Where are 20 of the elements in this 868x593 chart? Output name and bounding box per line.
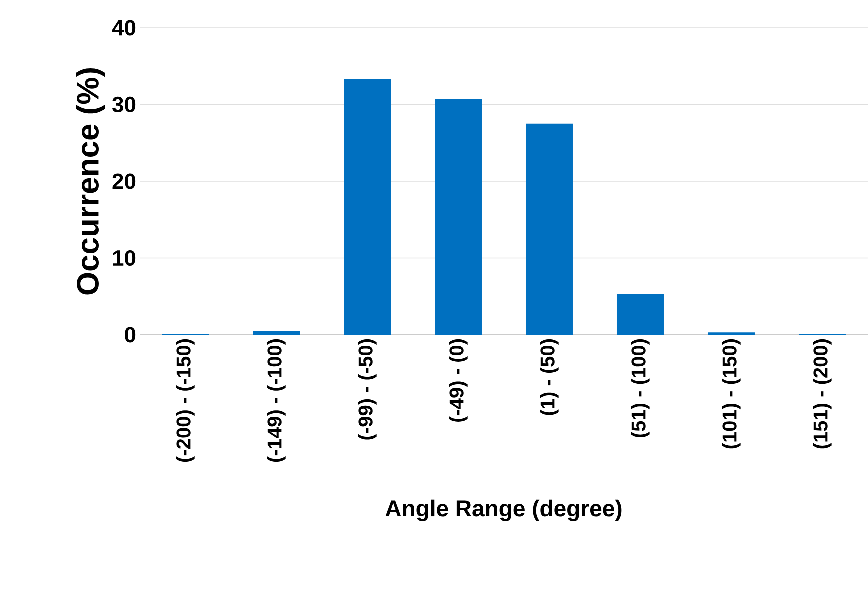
y-tick-label: 20 <box>112 174 136 190</box>
bar <box>435 99 482 335</box>
x-tick-label: (-149) - (-100) <box>267 340 286 462</box>
x-axis-title: Angle Range (degree) <box>386 500 622 522</box>
y-tick-label: 30 <box>112 96 136 113</box>
bar <box>253 331 300 335</box>
x-tick-label: (101) - (150) <box>722 340 741 449</box>
x-tick-label: (1) - (50) <box>540 340 559 416</box>
bar <box>616 294 664 335</box>
x-tick-label: (-99) - (-50) <box>358 340 377 440</box>
x-tick-label: (51) - (100) <box>631 340 650 438</box>
x-tick-label: (151) - (200) <box>813 340 832 449</box>
y-tick-label: 10 <box>113 250 136 266</box>
x-tick-label: (-200) - (-150) <box>176 340 195 462</box>
y-tick-label: 40 <box>112 20 136 36</box>
bar <box>344 79 391 335</box>
bar <box>526 124 573 335</box>
y-tick-label: 0 <box>125 327 136 343</box>
x-tick-label: (-49) - (0) <box>449 340 468 422</box>
y-axis-title: Occurrence (%) <box>76 68 106 295</box>
